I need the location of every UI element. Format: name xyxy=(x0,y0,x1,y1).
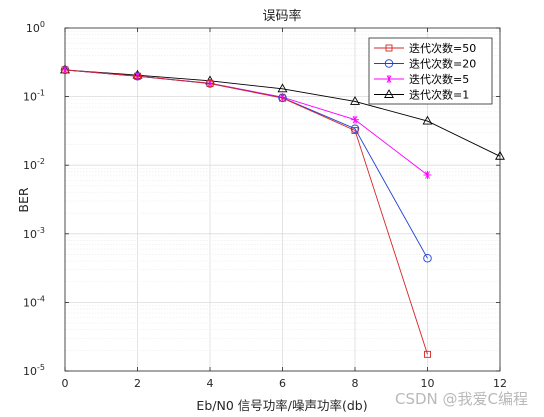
axis-ticks: 0 2 4 6 8 10 12 100 10-1 10-2 10-3 10-4 10-5 xyxy=(23,20,507,390)
legend-label: 迭代次数=5 xyxy=(409,72,469,86)
y-tick-label: 10-5 xyxy=(23,363,45,378)
legend-item: 迭代次数=20 xyxy=(374,57,476,71)
legend-item: 迭代次数=1 xyxy=(374,88,469,102)
triangle-marker xyxy=(495,150,505,160)
x-tick-label: 12 xyxy=(493,377,507,390)
square-marker xyxy=(134,72,141,80)
series-line xyxy=(64,69,428,355)
triangle-marker xyxy=(350,96,360,105)
x-tick-label: 6 xyxy=(279,377,286,390)
y-axis-label: BER xyxy=(16,187,31,212)
x-tick-label: 2 xyxy=(134,377,141,390)
square-marker xyxy=(61,66,69,74)
circle-marker xyxy=(384,59,394,68)
y-tick-label: 10-1 xyxy=(23,89,45,104)
circle-marker xyxy=(423,254,432,263)
legend-label: 迭代次数=20 xyxy=(409,57,476,71)
y-tick-label: 10-2 xyxy=(23,157,45,172)
x-axis-label: Eb/N0 信号功率/噪声功率(db) xyxy=(196,398,367,413)
square-marker xyxy=(206,80,214,87)
y-tick-label: 100 xyxy=(26,20,45,35)
legend-item: 迭代次数=5 xyxy=(374,72,469,86)
triangle-marker xyxy=(422,115,433,125)
x-tick-label: 8 xyxy=(352,377,359,390)
y-tick-label: 10-4 xyxy=(23,294,45,309)
watermark: CSDN @我爱C编程 xyxy=(395,390,528,408)
circle-marker xyxy=(278,93,287,103)
series-1 xyxy=(61,66,431,358)
y-tick-label: 10-3 xyxy=(23,226,45,241)
triangle-marker xyxy=(384,89,394,98)
square-marker xyxy=(424,350,431,358)
square-marker xyxy=(351,127,359,134)
triangle-marker xyxy=(277,83,288,93)
star-marker xyxy=(423,170,432,179)
series-layer xyxy=(60,64,505,358)
star-marker xyxy=(385,75,393,83)
x-tick-label: 4 xyxy=(207,377,214,390)
chart-title: 误码率 xyxy=(262,8,301,24)
legend-box xyxy=(368,37,493,105)
x-tick-label: 10 xyxy=(421,377,435,390)
square-marker xyxy=(385,44,393,52)
x-tick-label: 0 xyxy=(62,377,69,390)
square-marker xyxy=(279,94,286,102)
star-marker xyxy=(351,115,359,124)
legend-label: 迭代次数=50 xyxy=(409,41,476,55)
legend-item: 迭代次数=50 xyxy=(374,41,476,55)
legend-label: 迭代次数=1 xyxy=(409,88,469,102)
